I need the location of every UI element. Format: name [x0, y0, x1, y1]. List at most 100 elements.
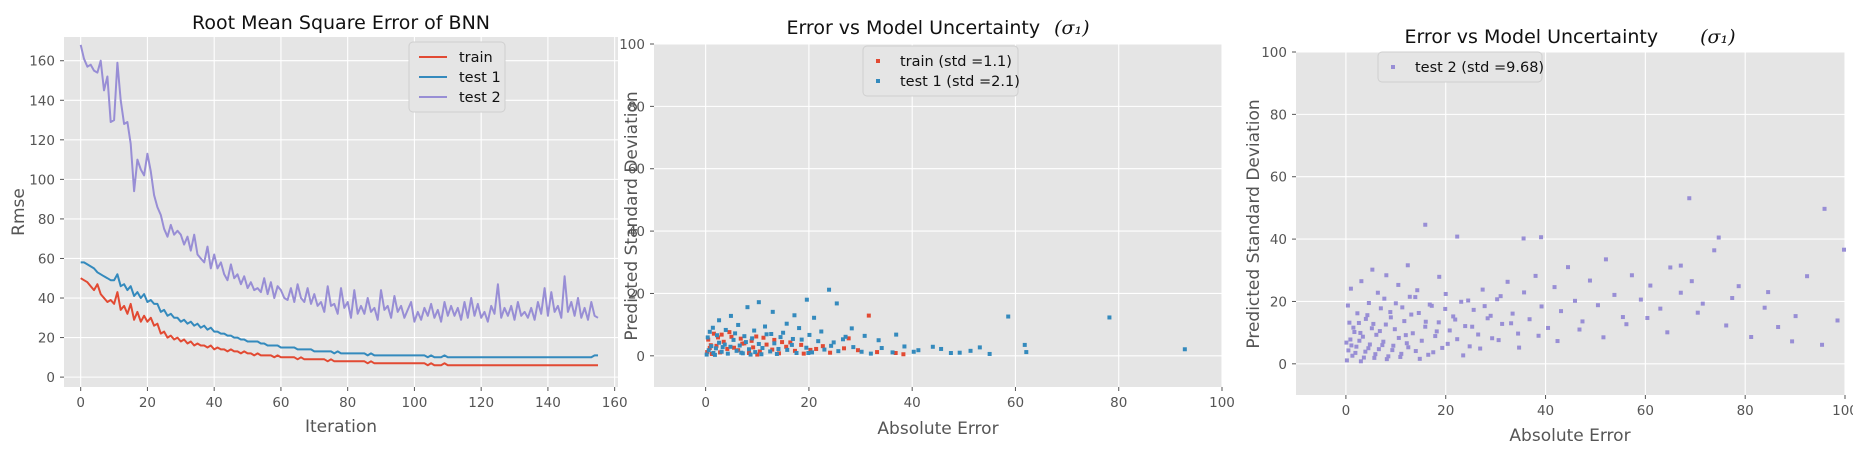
point-test-1 — [713, 346, 718, 351]
point-test-1 — [714, 333, 719, 338]
x-tick-labels: 0 20 40 60 80 100 — [1342, 403, 1853, 419]
point-test-2 — [1572, 298, 1577, 303]
x-axis-label: Absolute Error — [877, 419, 998, 439]
point-test-2 — [1349, 343, 1354, 348]
x-tick-labels: 0 20 40 60 80 100 — [701, 395, 1235, 411]
point-test-2 — [1434, 329, 1439, 334]
point-test-2 — [1363, 316, 1368, 321]
x-tick-label: 0 — [701, 395, 710, 411]
y-tick-label: 100 — [1261, 45, 1287, 61]
point-test-1 — [1182, 347, 1187, 352]
point-test-2 — [1539, 235, 1544, 240]
point-test-2 — [1648, 283, 1653, 288]
point-test-2 — [1459, 299, 1464, 304]
point-test-1 — [792, 313, 797, 318]
legend-box — [408, 41, 506, 113]
series-marks — [1344, 196, 1847, 364]
point-test-1 — [750, 336, 755, 341]
point-test-2 — [1461, 353, 1466, 358]
point-test-2 — [1527, 317, 1532, 322]
point-test-1 — [720, 345, 725, 350]
point-test-1 — [890, 350, 895, 355]
point-test-1 — [948, 351, 953, 356]
point-train- — [855, 348, 860, 353]
y-tick-label: 20 — [628, 286, 645, 302]
legend: train test 1 test 2 — [408, 41, 506, 113]
point-test-2 — [1620, 315, 1625, 320]
point-test-2 — [1348, 337, 1353, 342]
point-train- — [716, 335, 721, 340]
point-train- — [757, 349, 762, 354]
point-test-1 — [911, 349, 916, 354]
y-tick-label: 140 — [29, 93, 55, 109]
point-test-2 — [1440, 345, 1445, 350]
point-test-2 — [1510, 311, 1515, 316]
point-test-1 — [987, 351, 992, 356]
point-test-2 — [1350, 353, 1355, 358]
point-test-2 — [1365, 313, 1370, 318]
y-tick-label: 100 — [29, 172, 55, 188]
chart-title-text: Error vs Model Uncertainty — [786, 17, 1040, 39]
point-test-2 — [1366, 346, 1371, 351]
point-test-2 — [1716, 235, 1721, 240]
point-test-1 — [756, 300, 761, 305]
point-train- — [764, 342, 769, 347]
point-test-2 — [1842, 247, 1847, 252]
legend: train (std =1.1) test 1 (std =2.1) — [862, 45, 1020, 97]
point-test-1 — [717, 340, 722, 345]
point-test-2 — [1423, 222, 1428, 227]
chart-title: Root Mean Square Error of BNN — [192, 12, 490, 34]
point-test-2 — [1369, 326, 1374, 331]
y-tick-label: 40 — [38, 291, 55, 307]
point-test-2 — [1384, 357, 1389, 362]
point-test-1 — [774, 351, 779, 356]
x-tick-label: 160 — [602, 395, 628, 411]
point-test-2 — [1793, 314, 1798, 319]
point-test-2 — [1399, 351, 1404, 356]
point-test-2 — [1443, 306, 1448, 311]
point-train- — [711, 331, 716, 336]
point-test-2 — [1390, 348, 1395, 353]
point-test-2 — [1375, 290, 1380, 295]
point-test-2 — [1790, 339, 1795, 344]
legend-label: train — [459, 50, 493, 66]
scatter-panel-test1: 0 20 40 60 80 100 0 20 40 60 80 100 Error vs Model… — [619, 17, 1235, 439]
point-train- — [729, 334, 734, 339]
point-test-2 — [1736, 284, 1741, 289]
point-test-2 — [1393, 301, 1398, 306]
legend-swatch — [876, 59, 880, 63]
point-test-2 — [1344, 358, 1349, 363]
point-test-1 — [879, 346, 884, 351]
point-test-1 — [705, 335, 710, 340]
point-test-1 — [731, 337, 736, 342]
point-test-2 — [1516, 331, 1521, 336]
point-test-1 — [1022, 342, 1027, 347]
x-tick-label: 100 — [402, 395, 428, 411]
y-tick-labels: 0 20 40 60 80 100 — [619, 37, 645, 365]
x-tick-label: 120 — [468, 395, 494, 411]
point-test-2 — [1348, 286, 1353, 291]
point-test-1 — [770, 309, 775, 314]
point-test-1 — [806, 351, 811, 356]
point-test-1 — [804, 345, 809, 350]
point-train- — [732, 345, 737, 350]
point-test-2 — [1358, 330, 1363, 335]
point-test-2 — [1409, 312, 1414, 317]
point-test-2 — [1700, 301, 1705, 306]
legend-label: test 1 (std =2.1) — [900, 74, 1020, 90]
point-train- — [721, 339, 726, 344]
point-test-2 — [1455, 234, 1460, 239]
point-test-2 — [1366, 301, 1371, 306]
point-test-2 — [1601, 335, 1606, 340]
plot-background — [654, 44, 1222, 387]
chart-title: Error vs Model Uncertainty (σ₁) — [1404, 26, 1735, 48]
point-train- — [727, 330, 732, 335]
legend: test 2 (std =9.68) — [1377, 51, 1544, 83]
point-test-2 — [1687, 196, 1692, 201]
point-test-1 — [743, 340, 748, 345]
point-test-2 — [1447, 328, 1452, 333]
point-train- — [788, 340, 793, 345]
point-test-2 — [1546, 325, 1551, 330]
point-test-2 — [1388, 310, 1393, 315]
y-axis-label: Predicted Standard Deviation — [622, 91, 642, 340]
